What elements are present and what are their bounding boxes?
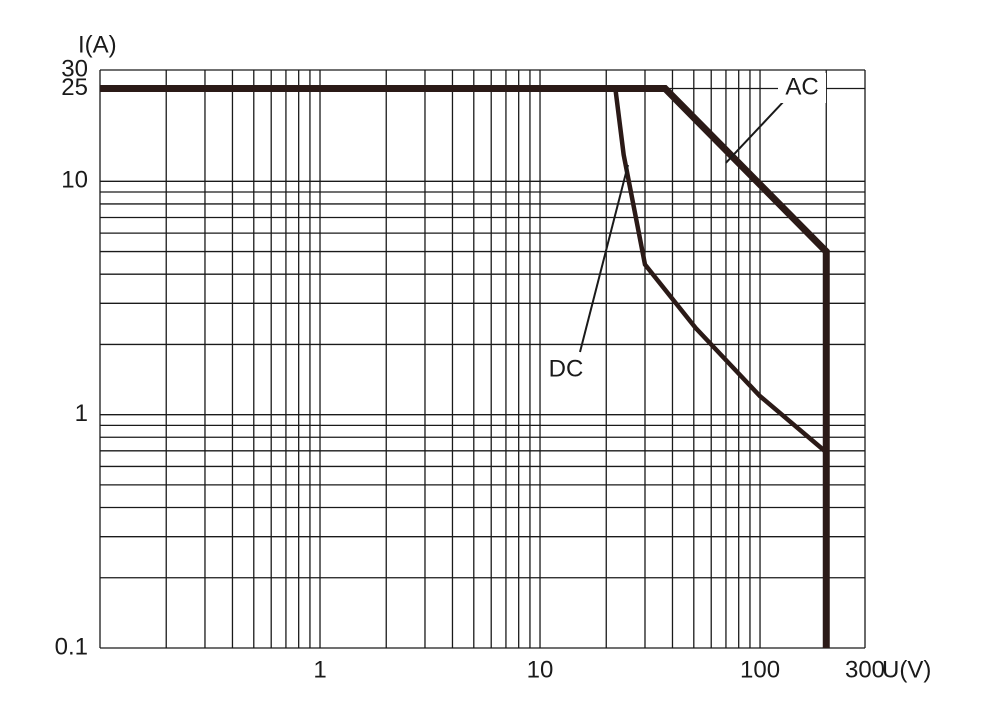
- series-line: [100, 86, 828, 454]
- series-line: [100, 84, 830, 648]
- series-label: AC: [785, 73, 818, 100]
- y-axis-label: I(A): [78, 31, 117, 58]
- label-bg: [542, 355, 590, 385]
- x-tick-label: 300: [845, 656, 885, 683]
- y-tick-label: 25: [61, 74, 88, 101]
- y-tick-label: 1: [75, 400, 88, 427]
- y-tick-label: 30: [61, 55, 88, 82]
- y-tick-label: 10: [61, 167, 88, 194]
- x-axis-label: U(V): [882, 656, 931, 683]
- label-bg: [778, 73, 826, 103]
- x-tick-label: 1: [313, 656, 326, 683]
- series-label: DC: [549, 355, 584, 382]
- leader-line: [579, 164, 629, 353]
- x-tick-label: 10: [527, 656, 554, 683]
- leader-line: [725, 99, 786, 164]
- x-tick-label: 100: [740, 656, 780, 683]
- y-tick-label: 0.1: [55, 633, 88, 660]
